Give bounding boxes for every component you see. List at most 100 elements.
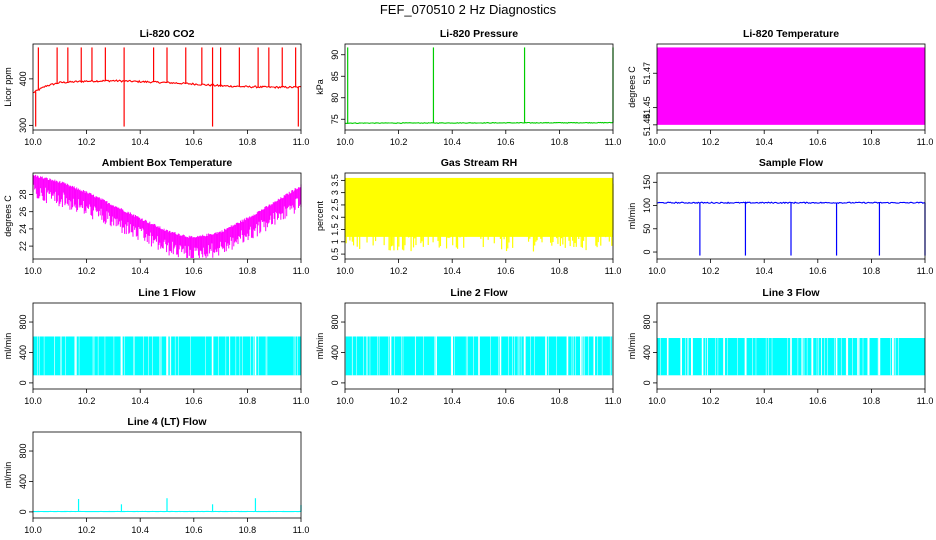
x-tick-label: 10.8 <box>239 525 257 535</box>
y-tick-label: 400 <box>18 71 28 86</box>
y-tick-label: 26 <box>18 207 28 217</box>
x-tick-label: 10.6 <box>809 266 827 276</box>
x-tick-label: 11.0 <box>605 396 622 406</box>
y-axis-label: ml/min <box>627 203 637 230</box>
y-tick-label: 51.47 <box>642 62 652 85</box>
y-tick-label: 400 <box>330 345 340 360</box>
x-tick-label: 10.4 <box>131 137 149 147</box>
panel-0: Li-820 CO2 Licor ppm 10.0 10.2 10.4 10.6 10.8 1… <box>3 28 309 147</box>
x-tick-label: 10.8 <box>863 266 881 276</box>
y-tick-label: 2 <box>330 215 340 220</box>
y-axis-label: percent <box>315 200 325 231</box>
plot-frame <box>656 302 926 390</box>
y-tick-label: 100 <box>642 198 652 213</box>
x-tick-label: 10.8 <box>863 396 881 406</box>
x-tick-label: 10.2 <box>78 525 96 535</box>
x-tick-label: 10.0 <box>24 396 42 406</box>
x-tick-label: 10.6 <box>497 137 515 147</box>
panel-4: Gas Stream RH percent 10.0 10.2 10.4 10.6 10.8… <box>315 157 621 276</box>
y-tick-label: 800 <box>18 315 28 330</box>
y-tick-label: 800 <box>18 444 28 459</box>
y-tick-label: 28 <box>18 189 28 199</box>
series-line <box>656 201 926 205</box>
y-axis-label: ml/min <box>627 333 637 360</box>
x-tick-label: 10.8 <box>551 396 569 406</box>
x-tick-label: 11.0 <box>293 137 310 147</box>
x-tick-label: 11.0 <box>917 396 934 406</box>
y-tick-label: 2.5 <box>330 199 340 212</box>
y-tick-label: 24 <box>18 224 28 234</box>
panel-8: Line 3 Flow ml/min 10.0 10.2 10.4 10.6 10.8 11.… <box>627 287 933 406</box>
y-axis-label: ml/min <box>3 333 13 360</box>
y-tick-label: 0 <box>330 380 340 385</box>
y-tick-label: 0.5 <box>330 248 340 261</box>
x-tick-label: 11.0 <box>293 525 310 535</box>
x-tick-label: 10.4 <box>131 396 149 406</box>
x-tick-label: 10.6 <box>809 137 827 147</box>
y-tick-label: 400 <box>18 345 28 360</box>
panel-title: Line 3 Flow <box>762 287 820 299</box>
x-tick-label: 10.0 <box>24 525 42 535</box>
x-tick-label: 10.4 <box>755 396 773 406</box>
plot-frame <box>344 43 614 131</box>
x-tick-label: 10.4 <box>443 396 461 406</box>
x-tick-label: 10.4 <box>131 266 149 276</box>
x-tick-label: 11.0 <box>293 266 310 276</box>
y-tick-label: 0 <box>18 380 28 385</box>
panel-title: Ambient Box Temperature <box>102 157 233 169</box>
x-tick-label: 10.0 <box>648 266 666 276</box>
x-tick-label: 10.2 <box>702 137 720 147</box>
panel-7: Line 2 Flow ml/min 10.0 10.2 10.4 10.6 10.8 11.… <box>315 287 621 406</box>
y-axis-label: degrees C <box>3 195 13 237</box>
x-tick-label: 10.8 <box>863 137 881 147</box>
y-axis-label: degrees C <box>627 66 637 108</box>
panel-2: Li-820 Temperature degrees C 10.0 10.2 10.4 1… <box>627 28 933 147</box>
x-tick-label: 10.6 <box>185 266 203 276</box>
x-tick-label: 11.0 <box>293 396 310 406</box>
panel-5: Sample Flow ml/min 10.0 10.2 10.4 10.6 10.8 11.… <box>627 157 933 276</box>
panel-6: Line 1 Flow ml/min 10.0 10.2 10.4 10.6 10.8 11.… <box>3 287 309 406</box>
x-tick-label: 10.2 <box>390 137 408 147</box>
x-tick-label: 10.2 <box>78 266 96 276</box>
x-tick-label: 11.0 <box>917 137 934 147</box>
panel-title: Sample Flow <box>759 157 824 169</box>
x-tick-label: 10.8 <box>239 137 257 147</box>
series <box>345 47 614 124</box>
y-axis-label: ml/min <box>3 462 13 489</box>
series <box>32 47 302 127</box>
x-tick-label: 10.4 <box>443 266 461 276</box>
plot-frame <box>656 43 926 131</box>
y-tick-label: 22 <box>18 241 28 251</box>
y-axis-label: ml/min <box>315 333 325 360</box>
x-tick-label: 10.0 <box>336 396 354 406</box>
y-axis-label: Licor ppm <box>3 67 13 107</box>
plot-frame <box>32 302 302 390</box>
y-tick-label: 0 <box>642 250 652 255</box>
series-band <box>345 177 613 237</box>
x-tick-label: 10.4 <box>755 266 773 276</box>
figure-title: FEF_070510 2 Hz Diagnostics <box>379 2 557 17</box>
x-tick-label: 10.6 <box>185 137 203 147</box>
y-tick-label: 800 <box>330 315 340 330</box>
x-tick-label: 10.0 <box>24 137 42 147</box>
series <box>345 336 613 376</box>
y-tick-label: 0 <box>642 380 652 385</box>
plot-frame <box>32 431 302 519</box>
x-tick-label: 11.0 <box>605 137 622 147</box>
y-tick-label: 3.5 <box>330 174 340 187</box>
y-tick-label: 400 <box>642 345 652 360</box>
x-tick-label: 10.0 <box>336 137 354 147</box>
y-tick-label: 400 <box>18 474 28 489</box>
y-tick-label: 300 <box>18 118 28 133</box>
panel-1: Li-820 Pressure kPa 10.0 10.2 10.4 10.6 10.8 11… <box>315 28 621 147</box>
x-tick-label: 10.6 <box>497 266 515 276</box>
series <box>344 177 614 252</box>
y-tick-label: 80 <box>330 93 340 103</box>
x-tick-label: 10.2 <box>390 396 408 406</box>
series <box>657 338 925 376</box>
x-tick-label: 11.0 <box>917 266 934 276</box>
x-tick-label: 10.2 <box>78 396 96 406</box>
plot-frame <box>656 172 926 260</box>
series <box>32 174 302 258</box>
x-tick-label: 10.8 <box>551 266 569 276</box>
